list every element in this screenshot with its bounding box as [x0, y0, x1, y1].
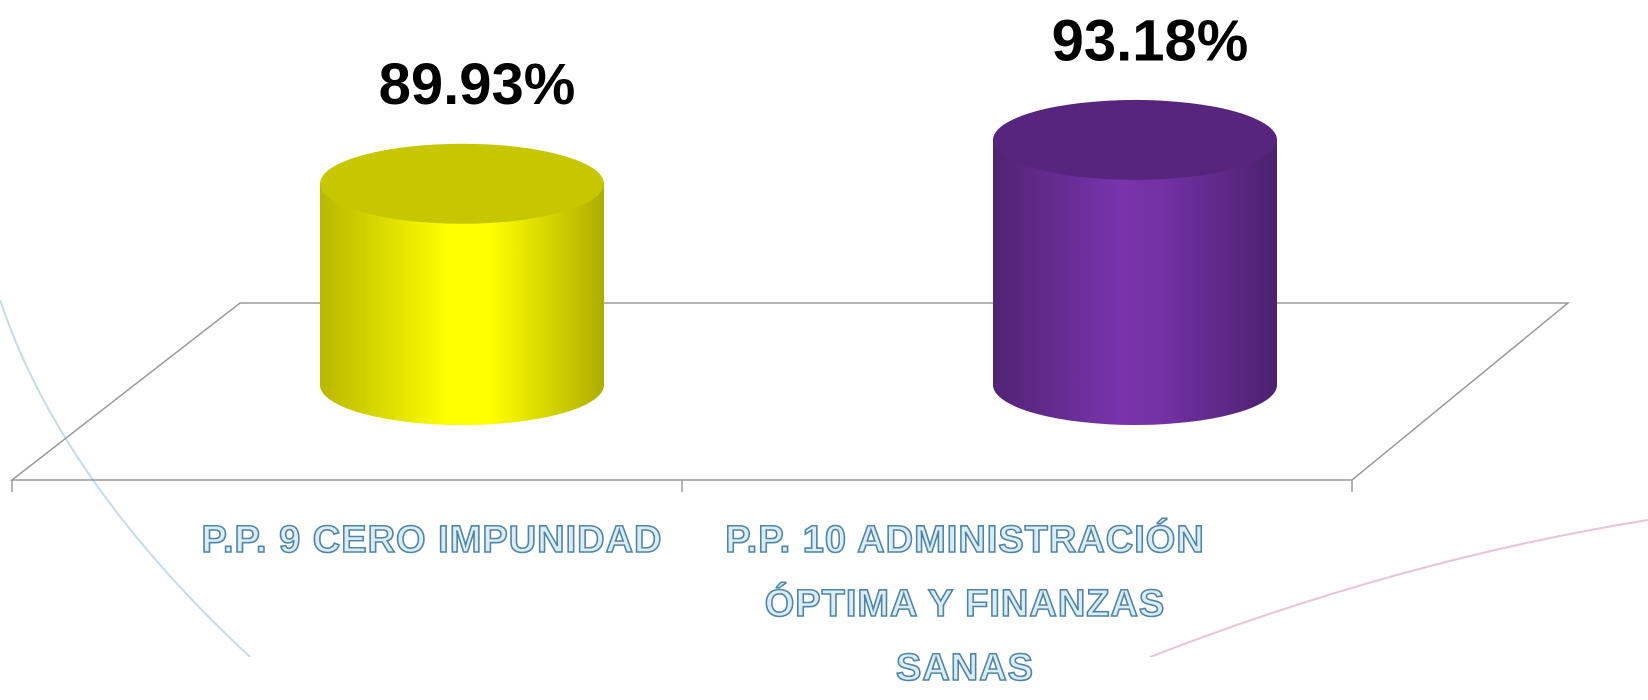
x-tick-label: P.P. 10 ADMINISTRACIÓN ÓPTIMA Y FINANZAS…	[724, 518, 1205, 690]
page: 89.93% 93.18% P.P. 9 CERO IMPUNIDAD P.P. 1…	[0, 8, 1648, 690]
floor	[9, 302, 1571, 481]
cylinder-top	[320, 143, 604, 224]
cylinder-body	[993, 139, 1277, 425]
value-label: 93.18%	[1052, 8, 1249, 73]
chart: 89.93% 93.18%	[0, 8, 1648, 657]
x-tick-label: P.P. 9 CERO IMPUNIDAD	[201, 518, 663, 562]
decoration	[1149, 519, 1648, 657]
decoration	[0, 299, 251, 657]
value-label: 89.93%	[379, 52, 576, 117]
cylinder	[320, 143, 604, 425]
cylinder	[993, 99, 1277, 425]
cylinder-top	[993, 99, 1277, 180]
cylinder-body	[320, 183, 604, 425]
